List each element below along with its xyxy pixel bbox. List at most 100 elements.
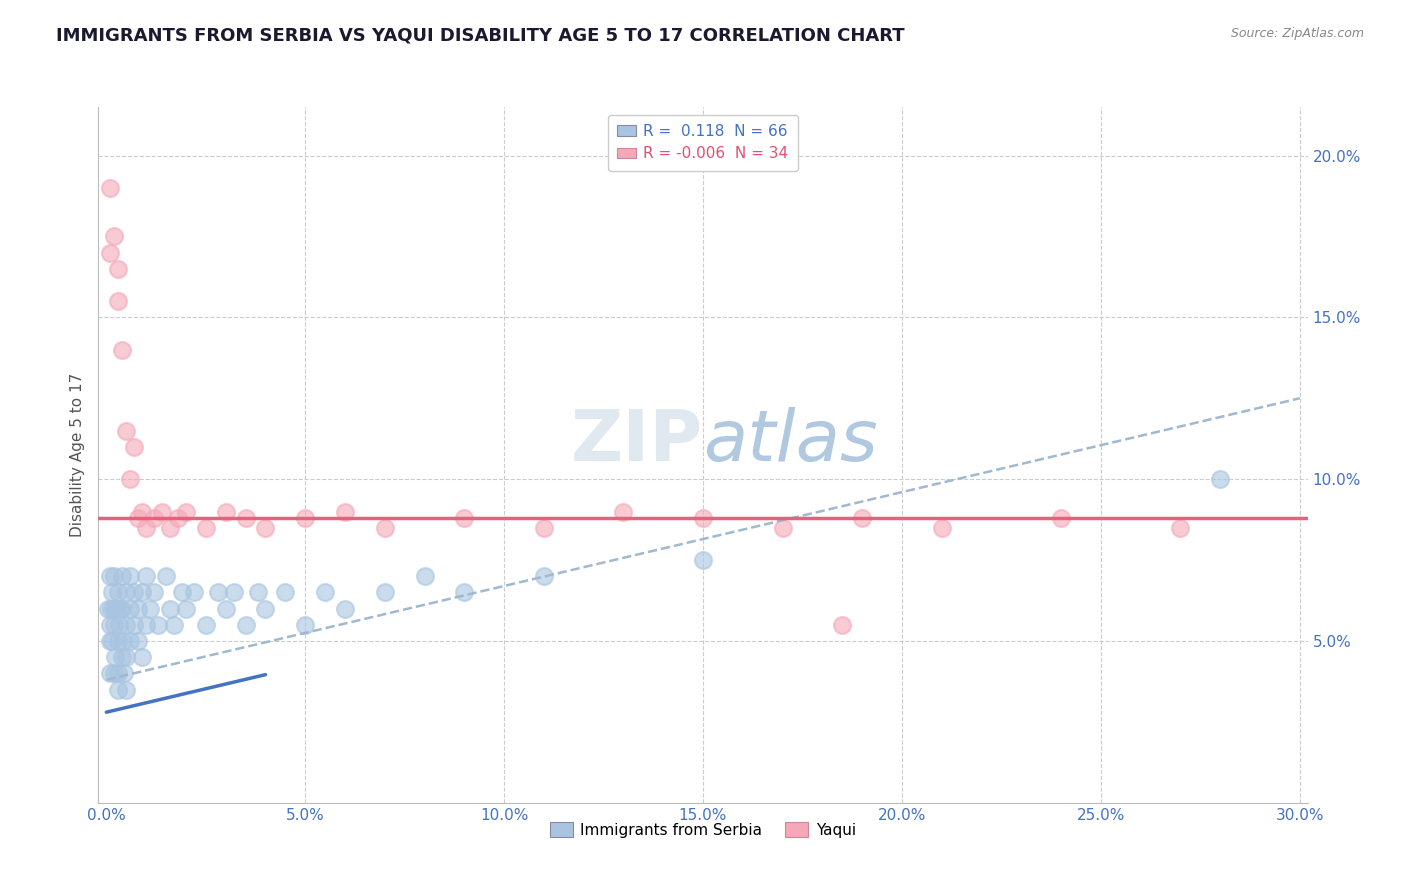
Point xyxy=(98,569,121,583)
Text: ZIP: ZIP xyxy=(571,407,703,475)
Point xyxy=(146,617,169,632)
Point xyxy=(131,585,153,599)
Point xyxy=(294,617,316,632)
Point xyxy=(127,601,149,615)
Point xyxy=(122,440,145,454)
Legend: Immigrants from Serbia, Yaqui: Immigrants from Serbia, Yaqui xyxy=(544,815,862,844)
Point xyxy=(207,585,229,599)
Text: IMMIGRANTS FROM SERBIA VS YAQUI DISABILITY AGE 5 TO 17 CORRELATION CHART: IMMIGRANTS FROM SERBIA VS YAQUI DISABILI… xyxy=(56,27,905,45)
Point xyxy=(101,634,124,648)
Point xyxy=(107,682,129,697)
Point xyxy=(98,181,121,195)
Point xyxy=(103,601,125,615)
Point xyxy=(143,585,166,599)
Point xyxy=(127,511,149,525)
Point xyxy=(115,682,138,697)
Point xyxy=(1168,521,1191,535)
Point xyxy=(374,521,396,535)
Point xyxy=(127,634,149,648)
Point xyxy=(222,585,245,599)
Point xyxy=(931,521,953,535)
Point xyxy=(131,650,153,665)
Point xyxy=(107,634,129,648)
Point xyxy=(533,521,555,535)
Point xyxy=(159,601,181,615)
Text: Source: ZipAtlas.com: Source: ZipAtlas.com xyxy=(1230,27,1364,40)
Point xyxy=(107,585,129,599)
Point xyxy=(155,569,177,583)
Point xyxy=(851,511,873,525)
Point xyxy=(108,617,131,632)
Point xyxy=(139,601,162,615)
Point xyxy=(97,601,120,615)
Text: atlas: atlas xyxy=(703,407,877,475)
Point xyxy=(98,666,121,681)
Point xyxy=(453,585,475,599)
Point xyxy=(111,650,134,665)
Point xyxy=(831,617,853,632)
Point xyxy=(692,511,714,525)
Point xyxy=(159,521,181,535)
Point xyxy=(122,617,145,632)
Point xyxy=(122,585,145,599)
Point xyxy=(115,650,138,665)
Point xyxy=(1050,511,1073,525)
Point xyxy=(254,521,277,535)
Point xyxy=(111,569,134,583)
Point xyxy=(167,511,190,525)
Point xyxy=(115,585,138,599)
Point xyxy=(772,521,794,535)
Point xyxy=(150,504,173,518)
Point xyxy=(1209,472,1232,486)
Point xyxy=(215,601,238,615)
Point xyxy=(274,585,297,599)
Point xyxy=(453,511,475,525)
Point xyxy=(135,569,157,583)
Point xyxy=(120,472,142,486)
Point xyxy=(254,601,277,615)
Point xyxy=(374,585,396,599)
Point xyxy=(98,634,121,648)
Point xyxy=(110,601,132,615)
Point xyxy=(107,666,129,681)
Point xyxy=(103,229,125,244)
Point xyxy=(135,617,157,632)
Point xyxy=(612,504,634,518)
Point xyxy=(314,585,336,599)
Point xyxy=(120,634,142,648)
Point xyxy=(170,585,193,599)
Point xyxy=(174,601,197,615)
Point xyxy=(413,569,436,583)
Point xyxy=(111,343,134,357)
Point xyxy=(105,601,128,615)
Point xyxy=(104,650,127,665)
Point xyxy=(246,585,269,599)
Point xyxy=(215,504,238,518)
Point xyxy=(194,521,217,535)
Point xyxy=(101,585,124,599)
Point xyxy=(103,569,125,583)
Point xyxy=(294,511,316,525)
Point xyxy=(143,511,166,525)
Point xyxy=(112,634,135,648)
Point xyxy=(115,424,138,438)
Point xyxy=(333,601,356,615)
Point xyxy=(103,617,125,632)
Point xyxy=(98,617,121,632)
Point xyxy=(135,521,157,535)
Point xyxy=(103,666,125,681)
Point xyxy=(111,601,134,615)
Point xyxy=(120,569,142,583)
Point xyxy=(100,601,122,615)
Point xyxy=(533,569,555,583)
Point xyxy=(107,294,129,309)
Point xyxy=(235,511,257,525)
Point xyxy=(120,601,142,615)
Point xyxy=(692,553,714,567)
Point xyxy=(163,617,186,632)
Point xyxy=(235,617,257,632)
Point xyxy=(183,585,205,599)
Point xyxy=(112,666,135,681)
Point xyxy=(194,617,217,632)
Point xyxy=(174,504,197,518)
